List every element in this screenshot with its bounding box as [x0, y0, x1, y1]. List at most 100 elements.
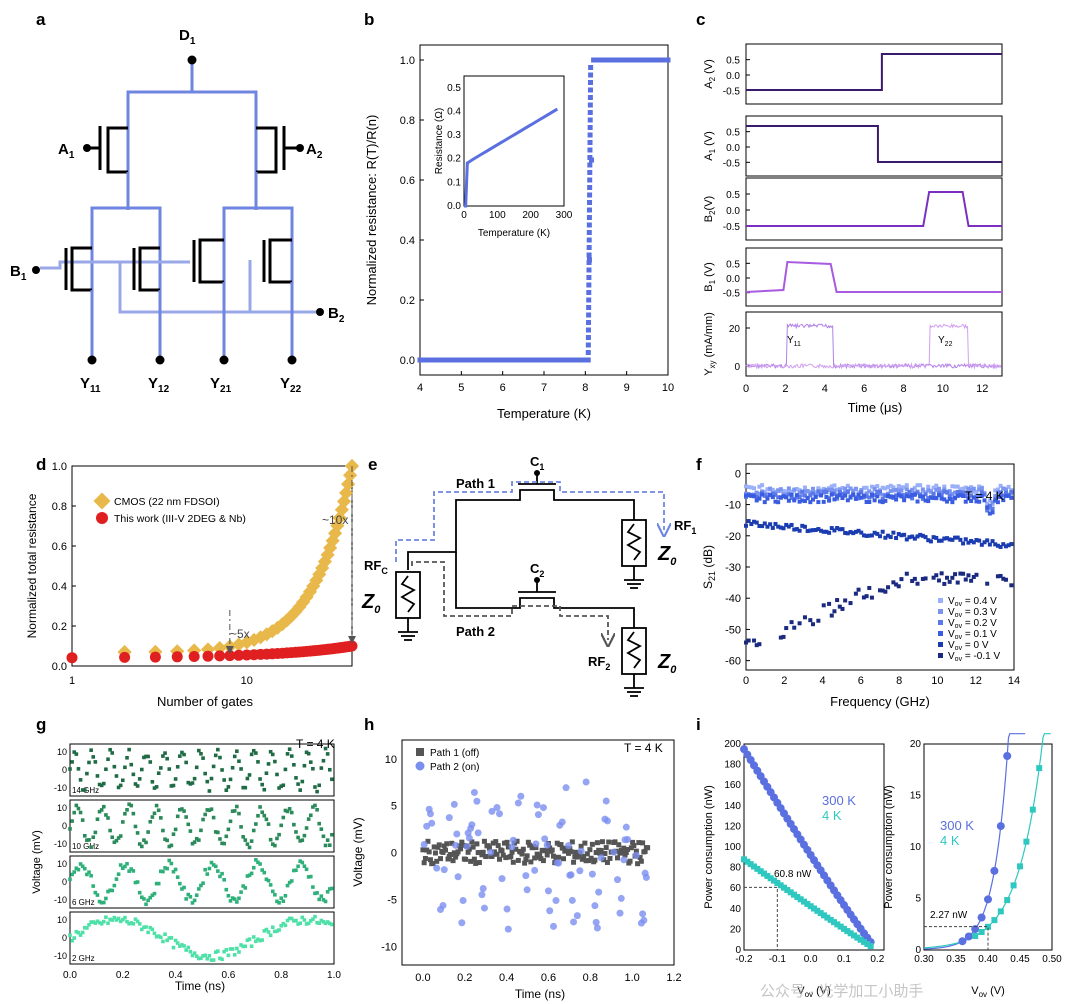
f-point [883, 498, 888, 503]
b-point [586, 215, 592, 220]
f-point [977, 484, 982, 489]
g-point [93, 760, 98, 764]
h-point-path1 [424, 847, 430, 853]
g-point [85, 872, 89, 877]
f-point [950, 500, 955, 505]
f-point [829, 526, 834, 531]
g-point [275, 836, 279, 841]
f-point [856, 528, 861, 533]
f-point [781, 634, 786, 639]
f-point [886, 485, 891, 490]
g-point [165, 756, 169, 761]
f-point [848, 486, 853, 491]
f-point [819, 493, 824, 498]
f-point [945, 499, 949, 504]
label-y21: Y21 [210, 375, 232, 395]
f-point [840, 485, 845, 490]
f-point [859, 488, 864, 493]
g-point [216, 830, 220, 835]
svg-text:RF2: RF2 [588, 654, 610, 672]
g-point [192, 898, 197, 903]
f-point [762, 521, 767, 526]
g-point [87, 922, 91, 927]
f-point [784, 489, 789, 494]
g-point [192, 840, 197, 844]
g-point [292, 868, 296, 873]
f-point [765, 524, 770, 529]
h-point-path2 [622, 823, 630, 831]
c-ytick: 0.0 [726, 71, 740, 82]
f-point [773, 521, 778, 526]
h-point-path1 [537, 852, 543, 858]
h-point-path2 [454, 873, 462, 881]
g-point [159, 816, 163, 820]
g-point [116, 785, 121, 790]
g-point [207, 953, 212, 958]
g-point [279, 896, 283, 901]
f-point [888, 535, 893, 540]
h-point-path1 [642, 848, 648, 854]
h-point-path1 [568, 849, 574, 855]
rf-circuit-diagram-e [395, 470, 664, 697]
f-point [840, 491, 845, 496]
d-point-work [346, 640, 358, 652]
h-point-path2 [514, 799, 522, 807]
g-point [114, 774, 119, 778]
g-point [133, 880, 138, 885]
f-point [947, 537, 952, 542]
h-point-path2 [573, 912, 581, 920]
f-point [910, 487, 915, 492]
f-point [931, 485, 936, 490]
g-point [273, 759, 277, 764]
g-point [205, 956, 210, 961]
h-point-path1 [493, 839, 499, 845]
f-point [754, 490, 759, 495]
g-point [78, 862, 83, 866]
b-point [587, 110, 593, 115]
h-point-path1 [562, 848, 568, 854]
f-point [861, 493, 866, 498]
f-point [827, 498, 832, 503]
h-point-path1 [422, 855, 428, 861]
f-point [853, 591, 858, 596]
f-point [851, 531, 856, 536]
g-point [222, 778, 226, 782]
g-point [95, 893, 100, 897]
c-xtick: 8 [900, 383, 906, 395]
f-point [843, 493, 848, 498]
i-right-point-4k [1010, 882, 1017, 889]
f-point [832, 609, 837, 614]
h-point-path1 [604, 859, 610, 865]
h-point-path2 [582, 778, 590, 786]
g-point [209, 807, 214, 811]
f-point [926, 496, 931, 501]
h-point-path1 [473, 860, 479, 866]
f-point [915, 483, 920, 488]
g-point [135, 784, 140, 788]
h-point-path1 [599, 839, 605, 845]
h-point-path1 [525, 839, 531, 845]
g-point [171, 832, 176, 836]
c-ytick: -0.5 [723, 222, 741, 233]
f-point [985, 538, 990, 543]
g-point [251, 828, 256, 833]
h-point-path1 [509, 849, 515, 855]
g-point [74, 803, 79, 808]
h-point-path2 [639, 910, 647, 918]
g-point [118, 783, 123, 788]
f-point [837, 493, 842, 498]
g-point [140, 844, 144, 849]
i-right-ytick: 10 [910, 842, 922, 853]
g-point [277, 832, 281, 837]
f-point [995, 490, 1000, 495]
h-point-path1 [494, 851, 500, 857]
f-point [979, 486, 984, 491]
g-point [279, 823, 283, 828]
g-point [148, 760, 153, 764]
b-inset-ytick: 0.1 [447, 177, 461, 188]
g-point [254, 822, 258, 826]
g-point [249, 752, 254, 757]
g-point [211, 815, 216, 820]
h-point-path1 [549, 847, 555, 853]
h-point-path1 [607, 855, 613, 861]
